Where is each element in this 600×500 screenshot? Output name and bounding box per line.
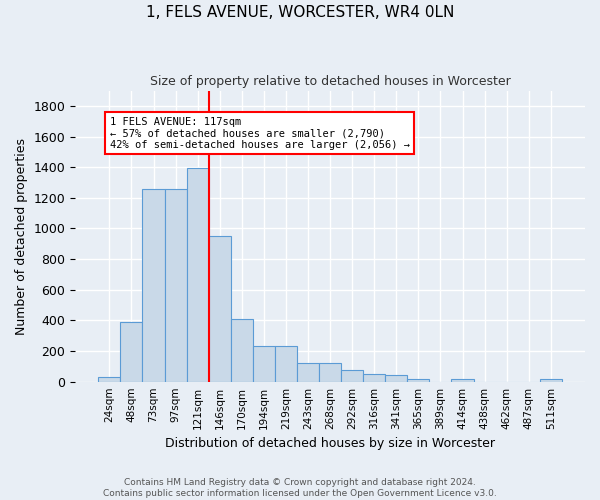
Bar [407, 379, 430, 382]
Bar [451, 380, 473, 382]
Bar [540, 380, 562, 382]
Bar [297, 364, 319, 382]
Bar [231, 319, 253, 382]
Bar [319, 364, 341, 382]
Bar [187, 168, 209, 382]
Bar [275, 346, 297, 382]
Bar [363, 374, 385, 382]
Text: 1 FELS AVENUE: 117sqm
← 57% of detached houses are smaller (2,790)
42% of semi-d: 1 FELS AVENUE: 117sqm ← 57% of detached … [110, 116, 410, 150]
Bar [142, 188, 164, 382]
Title: Size of property relative to detached houses in Worcester: Size of property relative to detached ho… [150, 75, 511, 88]
Bar [98, 377, 121, 382]
Text: 1, FELS AVENUE, WORCESTER, WR4 0LN: 1, FELS AVENUE, WORCESTER, WR4 0LN [146, 5, 454, 20]
Bar [341, 370, 363, 382]
Bar [164, 188, 187, 382]
Bar [121, 322, 142, 382]
Text: Contains HM Land Registry data © Crown copyright and database right 2024.
Contai: Contains HM Land Registry data © Crown c… [103, 478, 497, 498]
Y-axis label: Number of detached properties: Number of detached properties [15, 138, 28, 334]
Bar [253, 346, 275, 382]
X-axis label: Distribution of detached houses by size in Worcester: Distribution of detached houses by size … [165, 437, 495, 450]
Bar [209, 236, 231, 382]
Bar [385, 375, 407, 382]
